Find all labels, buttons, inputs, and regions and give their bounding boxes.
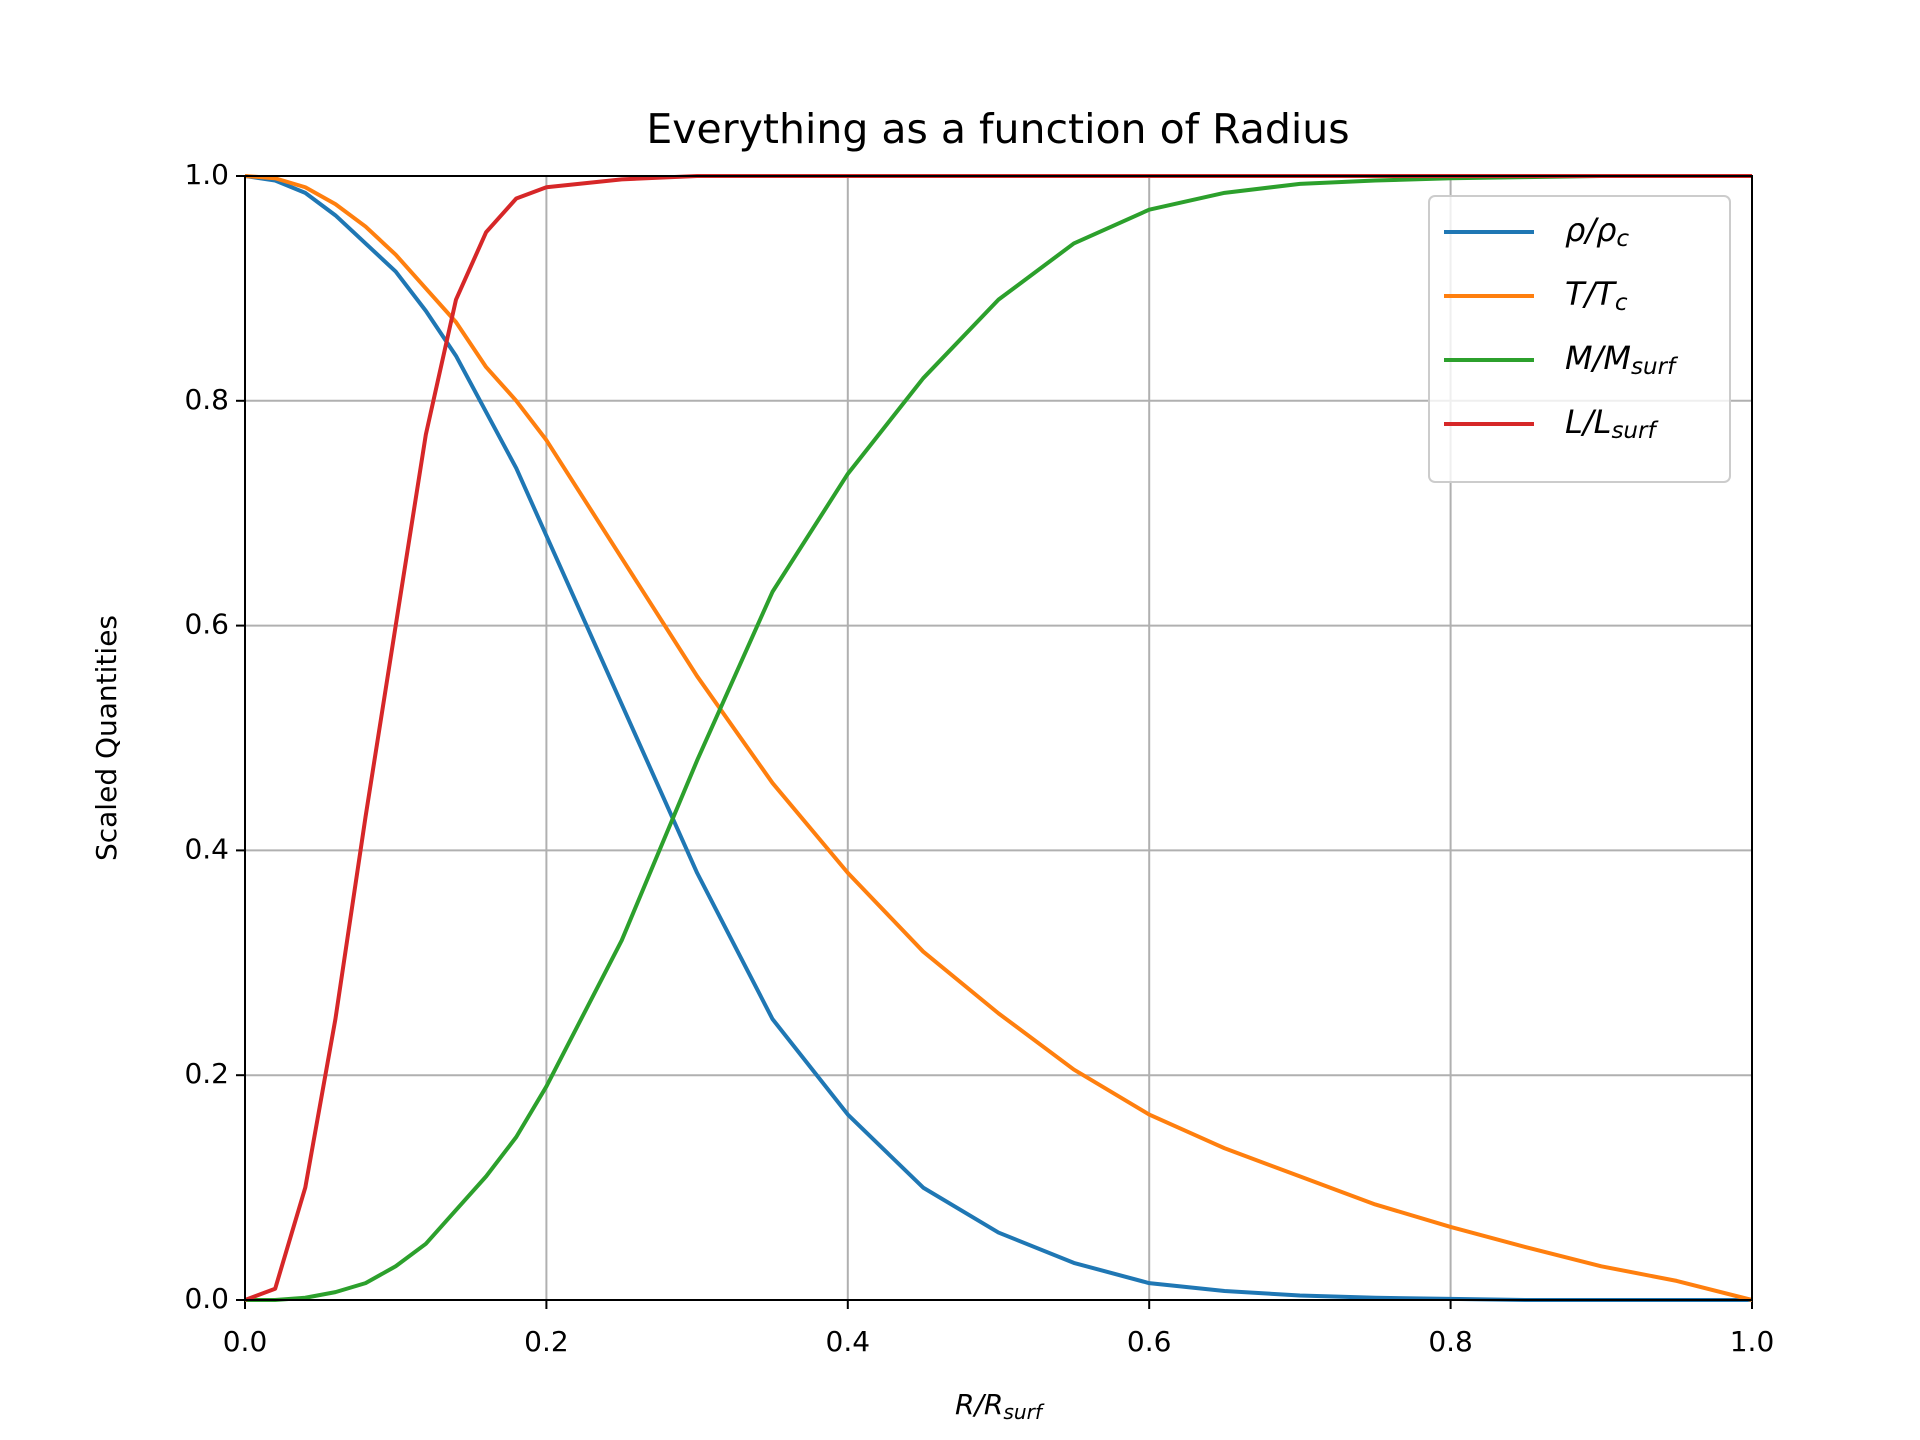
series-line: [245, 174, 1752, 1302]
x-tick-label: 0.6: [1127, 1325, 1172, 1358]
plot-frame: [244, 175, 1753, 1301]
series-line: [244, 174, 1752, 1302]
y-tick-label: 0.4: [184, 832, 229, 865]
legend-label: T/Tc: [1565, 275, 1628, 316]
y-tick-label: 0.2: [184, 1057, 229, 1090]
y-axis-label: Scaled Quantities: [90, 615, 123, 861]
legend-label: M/Msurf: [1565, 339, 1679, 380]
legend-label: ρ/ρc: [1565, 211, 1629, 252]
x-tick-label: 0.8: [1428, 1325, 1473, 1358]
x-tick-label: 0.4: [826, 1325, 871, 1358]
x-tick-label: 0.0: [223, 1325, 268, 1358]
x-axis-label: R/Rsurf: [955, 1388, 1045, 1424]
x-tick-label: 0.2: [524, 1325, 569, 1358]
y-tick-label: 0.0: [184, 1282, 229, 1315]
legend-label: L/Lsurf: [1565, 403, 1660, 444]
legend-box: [1428, 195, 1731, 483]
x-tick-label: 1.0: [1730, 1325, 1775, 1358]
y-tick-label: 0.6: [184, 608, 229, 641]
series-line: [244, 174, 1753, 1302]
y-tick-label: 1.0: [184, 158, 229, 191]
y-tick-label: 0.8: [184, 383, 229, 416]
chart-title: Everything as a function of Radius: [646, 105, 1349, 153]
